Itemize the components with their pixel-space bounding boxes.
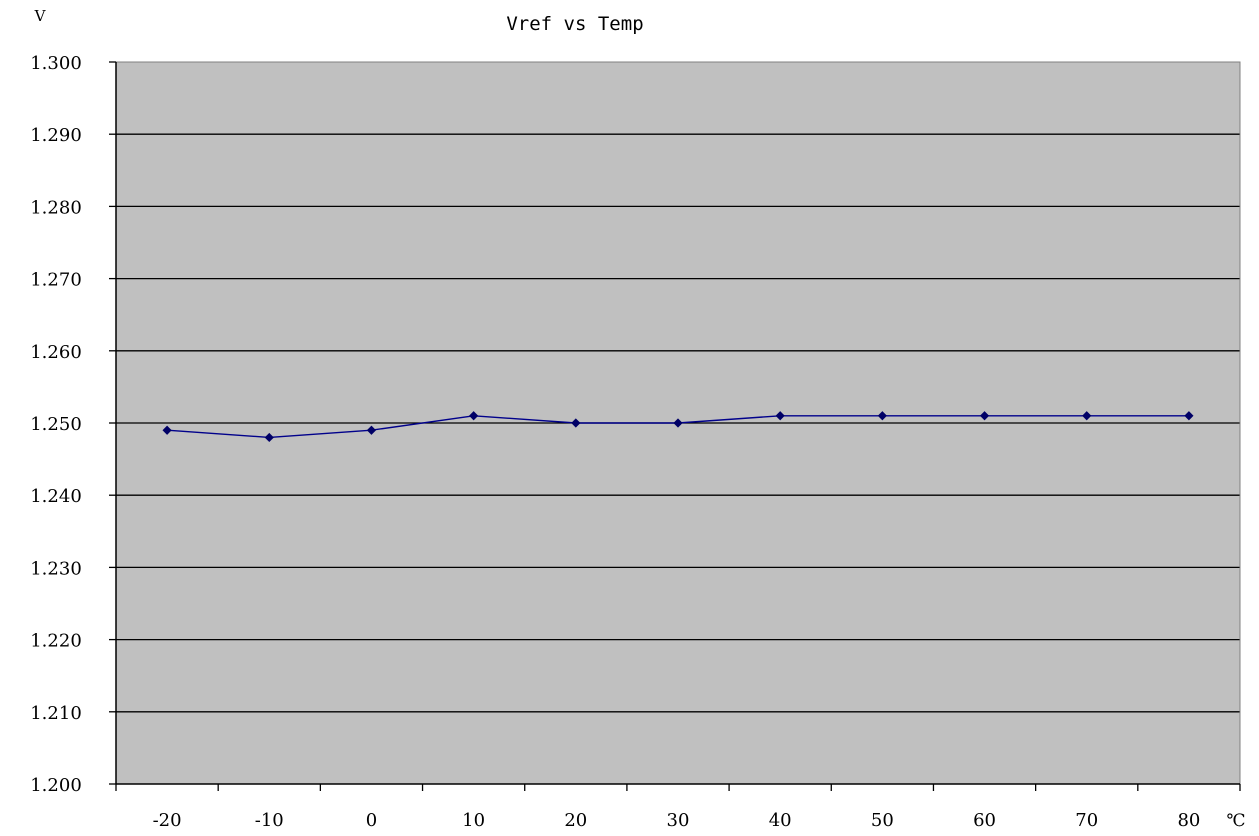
x-tick-label: 70 bbox=[1075, 810, 1098, 831]
y-tick-label: 1.290 bbox=[30, 125, 82, 146]
y-tick-label: 1.240 bbox=[30, 486, 82, 507]
y-tick-label: 1.300 bbox=[30, 53, 82, 74]
x-axis-unit-label: ℃ bbox=[1226, 811, 1245, 831]
y-tick-label: 1.260 bbox=[30, 342, 82, 363]
x-tick-label: 60 bbox=[973, 810, 996, 831]
y-tick-label: 1.250 bbox=[30, 414, 82, 435]
y-tick-label: 1.280 bbox=[30, 197, 82, 218]
y-tick-label: 1.270 bbox=[30, 270, 82, 291]
series-layer bbox=[162, 411, 1194, 443]
x-tick-label: 0 bbox=[366, 810, 377, 831]
x-tick-label: 40 bbox=[769, 810, 792, 831]
x-tick-label: 10 bbox=[462, 810, 485, 831]
data-point-marker bbox=[162, 425, 172, 435]
data-point-marker bbox=[1082, 411, 1092, 421]
x-tick-label: 80 bbox=[1177, 810, 1200, 831]
chart-title: Vref vs Temp bbox=[506, 13, 643, 35]
data-point-marker bbox=[673, 418, 683, 428]
data-point-marker bbox=[366, 425, 377, 435]
x-tick-label: -20 bbox=[153, 810, 182, 831]
x-axis-ticks: -20 -10 0 10 20 30 40 50 60 70 80 bbox=[115, 784, 1241, 831]
data-point-marker bbox=[775, 411, 785, 421]
y-axis-ticks: 1.200 1.210 1.220 1.230 1.240 1.250 1.260 1.270… bbox=[30, 53, 116, 796]
gridlines bbox=[116, 133, 1240, 713]
y-tick-label: 1.200 bbox=[30, 775, 82, 796]
data-point-marker bbox=[979, 411, 990, 421]
x-tick-label: 20 bbox=[564, 810, 587, 831]
data-point-marker bbox=[264, 432, 274, 443]
y-tick-label: 1.220 bbox=[30, 631, 82, 652]
data-point-marker bbox=[571, 418, 581, 428]
x-tick-label: 30 bbox=[667, 810, 690, 831]
data-point-marker bbox=[1184, 411, 1194, 421]
data-point-marker bbox=[469, 411, 479, 421]
x-tick-label: 50 bbox=[871, 810, 894, 831]
y-tick-label: 1.230 bbox=[30, 558, 82, 579]
x-tick-label: -10 bbox=[255, 810, 284, 831]
y-axis-unit-label: V bbox=[34, 7, 47, 25]
data-point-marker bbox=[877, 411, 887, 421]
y-tick-label: 1.210 bbox=[30, 703, 82, 724]
